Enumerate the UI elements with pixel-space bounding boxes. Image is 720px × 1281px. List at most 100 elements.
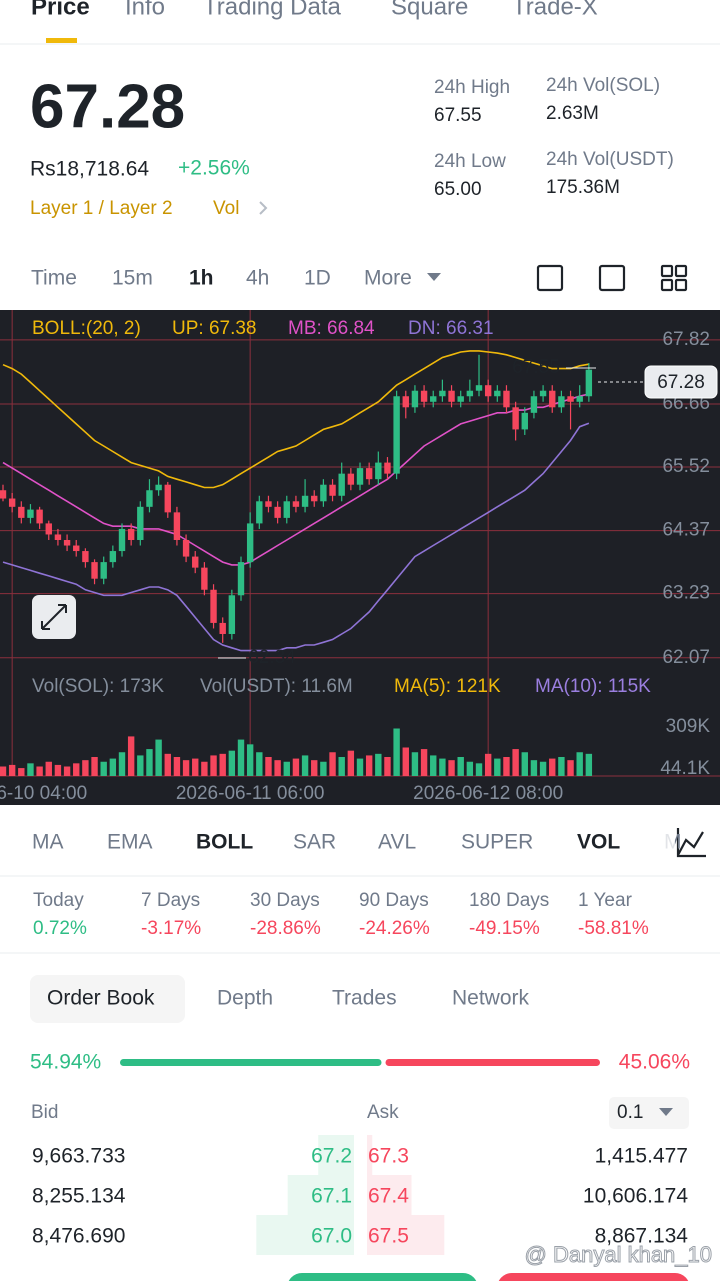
orderbook-tab[interactable]: Trades bbox=[332, 987, 397, 1010]
indicator-tab[interactable]: SUPER bbox=[461, 831, 533, 854]
indicator-tab[interactable]: BOLL bbox=[196, 831, 253, 854]
y-tick-label: 62.07 bbox=[662, 647, 710, 668]
orderbook-tab[interactable]: Order Book bbox=[47, 987, 155, 1010]
candle-body bbox=[356, 468, 364, 485]
candle-body bbox=[27, 509, 34, 518]
timeframe[interactable]: Time bbox=[31, 267, 77, 290]
timeframe[interactable]: 1D bbox=[304, 267, 331, 290]
period-label: 7 Days bbox=[141, 890, 200, 911]
volume-bar bbox=[365, 755, 373, 776]
indicator-tab[interactable]: SAR bbox=[293, 831, 336, 854]
candle-body bbox=[576, 396, 583, 402]
icon[interactable] bbox=[598, 264, 626, 292]
timeframe[interactable]: More bbox=[364, 267, 412, 290]
indicator-tab[interactable]: VOL bbox=[577, 831, 620, 854]
buy-button[interactable] bbox=[287, 1273, 478, 1281]
volume-bar bbox=[283, 761, 290, 776]
volume-bar bbox=[430, 755, 437, 776]
candle-body bbox=[274, 506, 281, 518]
y-tick-label: 65.52 bbox=[662, 456, 710, 477]
candle-body bbox=[301, 495, 309, 507]
ask-amount: 10,606.174 bbox=[583, 1185, 688, 1208]
candle-body bbox=[292, 501, 300, 507]
candle-body bbox=[63, 539, 71, 546]
legend-entry: UP: 67.38 bbox=[172, 318, 257, 339]
stat-value: 67.55 bbox=[434, 105, 482, 126]
volume-bar bbox=[539, 761, 547, 776]
volume-bar bbox=[274, 760, 281, 776]
bid-price: 67.2 bbox=[311, 1145, 352, 1168]
volume-bar bbox=[420, 749, 428, 776]
period-label: Today bbox=[33, 890, 84, 911]
volume-bar bbox=[228, 750, 236, 776]
top-tab[interactable]: Square bbox=[391, 0, 468, 20]
volume-bar bbox=[146, 749, 153, 776]
candle-body bbox=[402, 396, 409, 408]
period-change: -58.81% bbox=[578, 918, 649, 939]
volume-bar bbox=[109, 758, 117, 776]
indicator-tab[interactable]: MA bbox=[32, 831, 64, 854]
chart-icons[interactable] bbox=[536, 264, 688, 292]
candle-body bbox=[439, 390, 446, 397]
volume-bar bbox=[475, 763, 483, 776]
candle-body bbox=[448, 390, 455, 402]
timeframe[interactable]: 15m bbox=[112, 267, 153, 290]
orderbook-tab[interactable]: Network bbox=[452, 987, 530, 1010]
volume-bar bbox=[73, 763, 80, 776]
ratio-label: 54.94% bbox=[30, 1051, 101, 1074]
stat-label: 24h High bbox=[434, 77, 510, 98]
timeframe[interactable]: 4h bbox=[246, 267, 269, 290]
icon[interactable] bbox=[660, 278, 674, 292]
candle-body bbox=[265, 501, 272, 507]
candle-body bbox=[494, 390, 501, 397]
candle-body bbox=[137, 506, 144, 540]
volume-bar bbox=[292, 758, 300, 776]
ask-depth bbox=[367, 1175, 412, 1215]
candle-body bbox=[567, 396, 574, 402]
top-tab[interactable]: Info bbox=[125, 0, 165, 20]
icon[interactable] bbox=[674, 264, 688, 278]
volume-bar bbox=[356, 758, 364, 776]
indicator-tab[interactable]: EMA bbox=[107, 831, 153, 854]
chevron bbox=[259, 201, 268, 215]
icon[interactable] bbox=[660, 264, 674, 278]
candle-body bbox=[8, 498, 16, 507]
top-tab[interactable]: Price bbox=[31, 0, 90, 20]
volume-legend: Vol(SOL): 173K bbox=[32, 676, 164, 697]
dropdown-arrow bbox=[659, 1108, 673, 1116]
indicator-tab[interactable]: AVL bbox=[378, 831, 416, 854]
icon[interactable] bbox=[536, 264, 564, 292]
chart-settings-icon[interactable] bbox=[676, 828, 706, 858]
price-tag-label: 67.28 bbox=[657, 372, 705, 393]
bid-amount: 8,255.134 bbox=[32, 1185, 126, 1208]
tag-link[interactable]: Vol bbox=[213, 198, 239, 219]
top-tab[interactable]: Trade-X bbox=[512, 0, 598, 20]
last-price: 67.28 bbox=[30, 72, 185, 141]
timeframe[interactable]: 1h bbox=[189, 267, 214, 290]
icon[interactable] bbox=[674, 278, 688, 292]
volume-bar bbox=[54, 764, 62, 776]
precision-select[interactable] bbox=[609, 1097, 689, 1129]
volume-bar bbox=[100, 761, 107, 776]
candle-body bbox=[530, 396, 538, 413]
candle-body bbox=[585, 369, 593, 397]
candle-body bbox=[393, 396, 400, 474]
high-annotation: 67.55 bbox=[512, 357, 560, 378]
volume-legend: Vol(USDT): 11.6M bbox=[200, 676, 353, 697]
period-label: 30 Days bbox=[250, 890, 320, 911]
volume-bar bbox=[164, 753, 171, 776]
tag-link[interactable]: Layer 1 / Layer 2 bbox=[30, 198, 173, 219]
orderbook-tab[interactable]: Depth bbox=[217, 987, 273, 1010]
tab-pill[interactable] bbox=[30, 975, 185, 1023]
candle-body bbox=[228, 595, 236, 634]
candle-body bbox=[219, 622, 226, 634]
candle-body bbox=[420, 390, 428, 402]
top-tab[interactable]: Trading Data bbox=[203, 0, 342, 20]
x-tick-label: 2026-06-12 08:00 bbox=[413, 783, 563, 804]
y-tick-label: 64.37 bbox=[662, 520, 710, 541]
candle-body bbox=[127, 528, 135, 540]
volume-bar bbox=[0, 766, 7, 776]
sell-button[interactable] bbox=[497, 1273, 690, 1281]
price-tag bbox=[644, 365, 718, 399]
stat-value: 2.63M bbox=[546, 103, 599, 124]
